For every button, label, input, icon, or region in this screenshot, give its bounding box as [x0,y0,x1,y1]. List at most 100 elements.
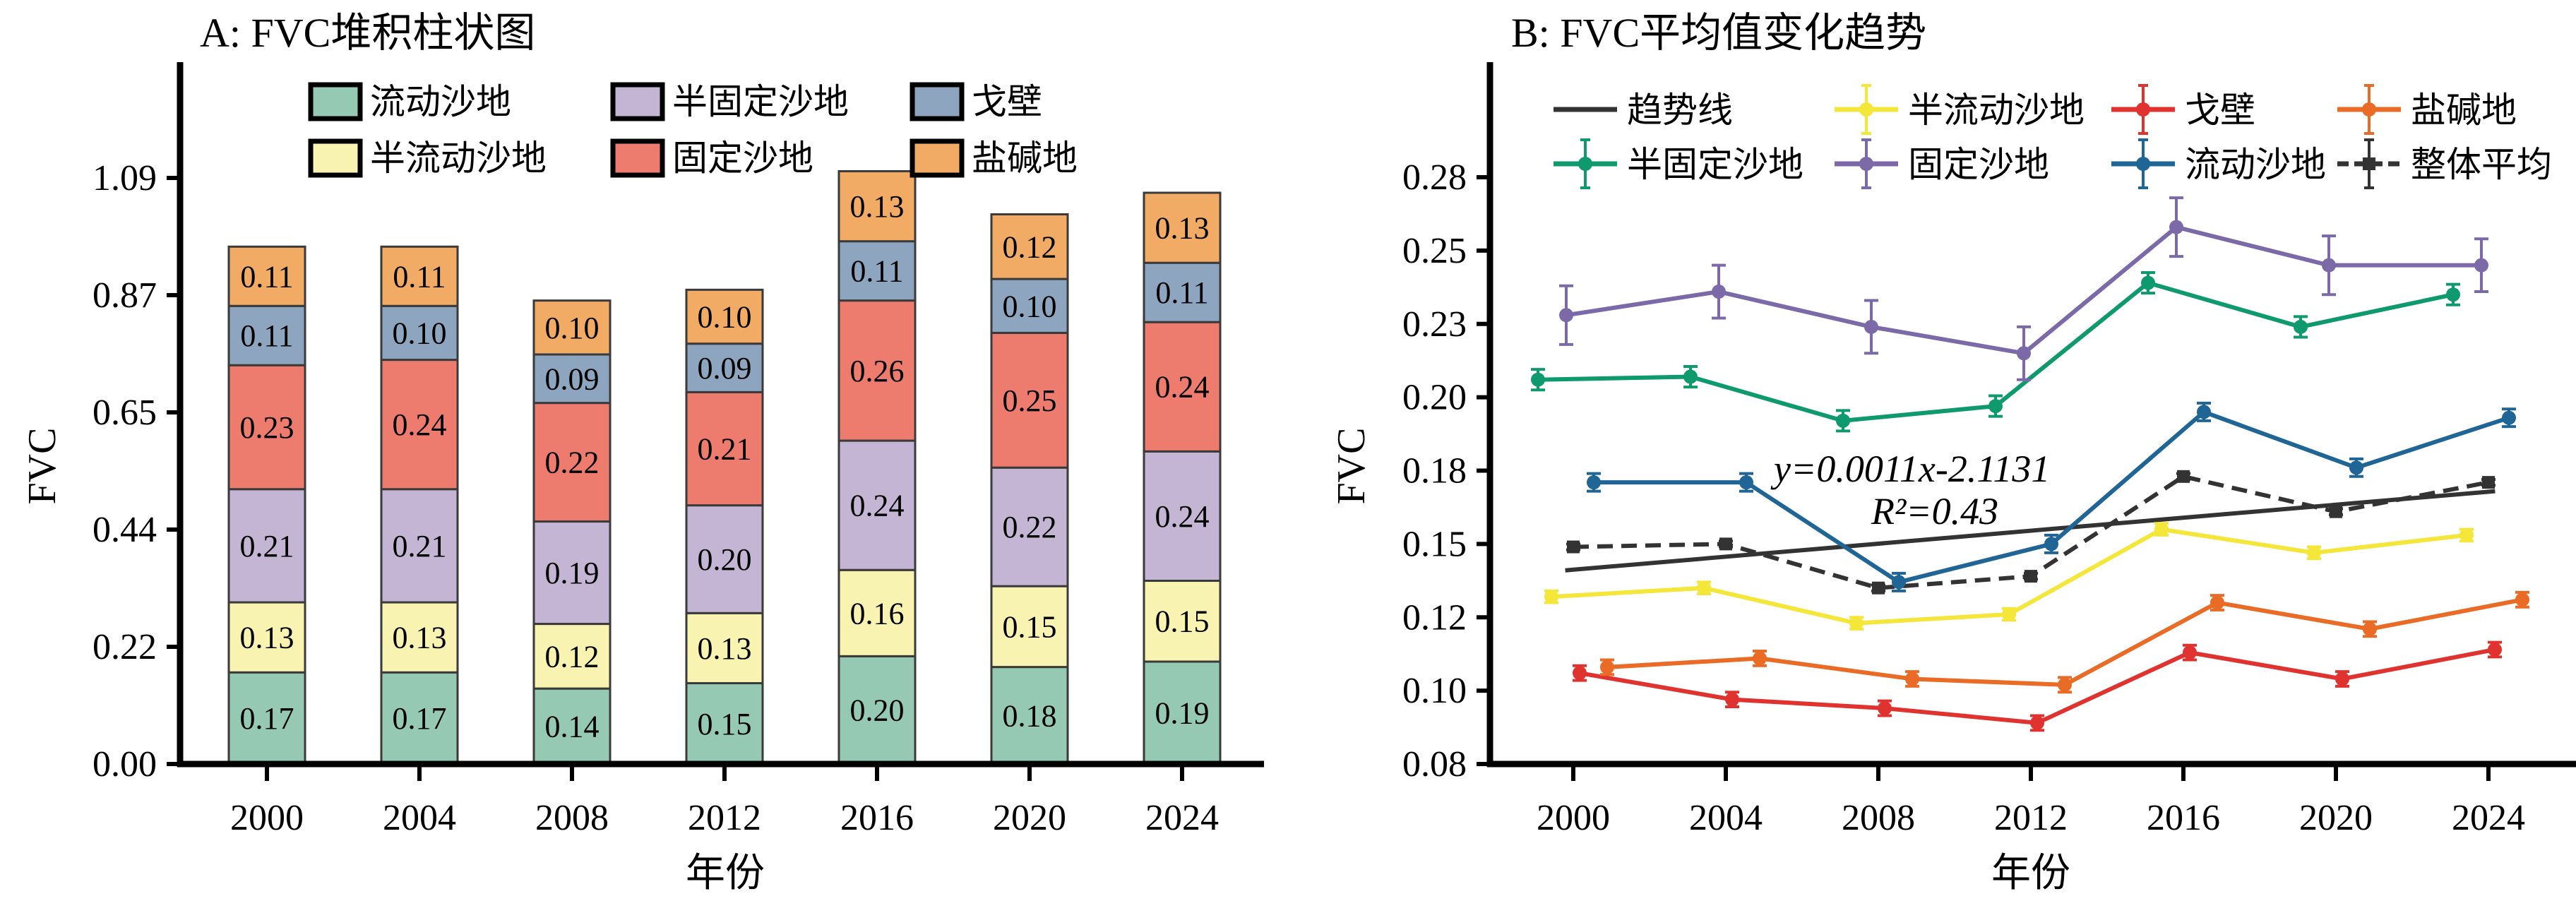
bar-segment [1143,261,1222,323]
bar-value-label: 0.09 [698,351,752,386]
bar-value-label: 0.19 [1155,696,1210,730]
legend-swatch [610,138,665,178]
bar-segment [685,342,764,393]
bar-value-label: 0.19 [545,556,600,590]
legend-marker [1859,157,1873,171]
legend-label: 固定沙地 [672,138,813,178]
bar-value-label: 0.12 [1003,229,1057,264]
y-tick-label: 0.23 [1402,304,1467,345]
legend-item: 固定沙地 [610,138,813,178]
bar-segment [380,304,459,362]
data-point [2488,642,2502,657]
data-point [2154,522,2169,537]
legend-marker [2363,157,2375,170]
data-point [1587,475,1601,490]
bar-stack-2024: 0.19 0.15 0.24 0.24 0.11 0.13 [1143,191,1222,765]
bar-segment [990,585,1069,669]
legend-marker [1578,157,1592,171]
data-point [1712,285,1726,299]
bar-segment [227,601,306,674]
series-line [1600,590,2529,694]
data-point [2002,607,2016,622]
data-point [1573,666,1587,681]
data-point [1600,660,1614,674]
data-point [2515,592,2529,607]
legend-item: 固定沙地 [1835,138,2049,189]
bar-stack-2004: 0.17 0.13 0.21 0.24 0.10 0.11 [380,245,459,765]
data-point [1725,692,1739,707]
bar-value-label: 0.11 [1155,275,1208,310]
y-tick-label: 0.22 [93,627,157,667]
data-point [2210,595,2224,610]
y-tick-label: 0.65 [93,393,157,433]
bar-value-label: 0.11 [393,259,446,294]
bar-value-label: 0.13 [240,621,294,655]
chart-b-x-label: 年份 [1991,852,2070,895]
chart-b-trendline [1565,489,2496,573]
data-point [1864,319,1878,334]
bar-value-label: 0.13 [698,631,752,666]
bar-value-label: 0.26 [850,354,905,388]
x-tick-label: 2000 [230,798,304,838]
legend-item: 盐碱地 [2337,84,2517,135]
data-point [2363,621,2377,636]
bar-value-label: 0.11 [240,259,293,294]
bar-value-label: 0.24 [850,489,905,523]
legend-swatch [308,138,363,178]
y-tick-label: 0.18 [1402,451,1467,491]
bar-segment [380,245,459,307]
x-tick-label: 2016 [840,798,914,838]
y-tick-label: 0.44 [93,510,157,550]
series-line [1531,271,2460,433]
y-tick-label: 0.12 [1402,597,1467,638]
bar-segment [227,245,306,307]
x-tick-label: 2008 [535,798,609,838]
data-point [2482,476,2495,489]
data-point [2349,460,2363,475]
bar-value-label: 0.10 [393,316,447,350]
legend-item: 半固定沙地 [1554,138,1803,189]
x-tick-label: 2020 [2299,798,2373,838]
data-point [2294,319,2308,334]
y-tick-label: 0.08 [1402,744,1467,784]
legend-swatch [910,138,965,178]
legend-item: 盐碱地 [910,138,1078,178]
legend-item: 戈壁 [2111,84,2255,135]
data-point [1544,590,1558,604]
data-point [1559,308,1573,323]
legend-swatch [610,82,665,121]
bar-stack-2020: 0.18 0.15 0.22 0.25 0.10 0.12 [990,213,1069,765]
data-point [1872,581,1885,595]
data-point [2058,677,2072,692]
chart-a-title: A: FVC堆积柱状图 [200,10,535,56]
bar-segment [685,288,764,345]
bar-segment [227,671,306,765]
data-point [2025,570,2037,583]
bar-value-label: 0.21 [240,529,294,563]
bar-segment [1143,580,1222,663]
bar-value-label: 0.23 [240,410,294,445]
legend-item: 半流动沙地 [1835,84,2085,135]
data-point [2169,220,2183,234]
x-tick-label: 2020 [993,798,1066,838]
data-point [2322,258,2336,273]
legend-item: 半流动沙地 [308,138,547,178]
chart-b-title: B: FVC平均值变化趋势 [1511,10,1926,56]
bar-segment [1143,191,1222,264]
bar-value-label: 0.25 [1003,383,1057,418]
bar-value-label: 0.24 [1155,499,1210,534]
bar-value-label: 0.22 [545,446,600,480]
bar-value-label: 0.13 [393,621,447,655]
bar-segment [380,359,459,491]
bar-stack-2000: 0.17 0.13 0.21 0.23 0.11 0.11 [227,245,306,765]
trend-equation: y=0.0011x-2.1131 [1770,448,2050,490]
legend-marker [2362,102,2376,117]
bar-value-label: 0.21 [698,432,752,467]
legend-label: 半固定沙地 [672,82,849,121]
legend-label: 整体平均 [2411,145,2552,184]
bar-segment [837,439,917,571]
bar-segment [532,299,612,356]
bar-segment [837,169,917,243]
chart-b-series [1531,196,2529,732]
